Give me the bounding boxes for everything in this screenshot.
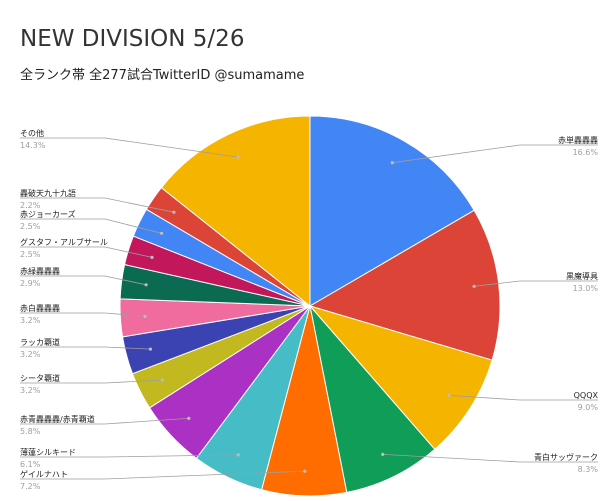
slice-percent: 8.3%	[578, 465, 599, 474]
leader-dot	[143, 314, 147, 318]
leader-dot	[150, 255, 154, 259]
leader-dot	[472, 284, 476, 288]
leader-line	[20, 312, 146, 317]
leader-line	[20, 137, 239, 158]
slice-percent: 16.6%	[573, 148, 599, 157]
leader-line	[20, 218, 162, 234]
leader-dot	[236, 453, 240, 457]
slice-percent: 2.9%	[20, 279, 41, 288]
slice-label: グスタフ・アルブサール	[20, 237, 108, 247]
pie-slice	[160, 115, 311, 308]
leader-dot	[160, 378, 164, 382]
leader-dot	[303, 469, 307, 473]
leader-line	[20, 246, 153, 258]
slice-percent: 2.5%	[20, 222, 41, 231]
slice-label: 青白サッヴァーク	[534, 452, 598, 462]
slice-percent: 6.1%	[20, 460, 41, 469]
leader-dot	[381, 452, 385, 456]
slice-label: 黒魔導具	[566, 271, 598, 281]
leader-dot	[187, 416, 191, 420]
leader-dot	[148, 347, 152, 351]
leader-line	[20, 275, 147, 286]
slice-percent: 13.0%	[573, 284, 599, 293]
slice-percent: 9.0%	[578, 403, 599, 412]
slice-label: QQQX	[574, 391, 599, 400]
chart-title: NEW DIVISION 5/26	[20, 26, 245, 52]
leader-line	[20, 197, 174, 213]
pie-slice	[309, 115, 475, 307]
slice-percent: 3.2%	[20, 386, 41, 395]
slice-percent: 3.2%	[20, 316, 41, 325]
leader-line	[20, 418, 189, 425]
leader-line	[448, 395, 598, 401]
leader-line	[20, 379, 163, 384]
leader-line	[392, 144, 598, 164]
slice-label: ゲイルナハト	[20, 469, 68, 479]
slice-label: 赤緑轟轟轟	[20, 266, 60, 276]
slice-label: 轟破天九十九語	[20, 188, 76, 198]
slice-percent: 2.5%	[20, 250, 41, 259]
leader-line	[382, 454, 598, 463]
pie-slice	[308, 305, 493, 451]
leader-dot	[390, 161, 394, 165]
slice-percent: 7.2%	[20, 482, 41, 491]
leader-dot	[447, 393, 451, 397]
slice-percent: 2.2%	[20, 201, 41, 210]
slice-label: 赤青轟轟轟/赤青覇道	[20, 414, 95, 424]
leader-line	[474, 280, 598, 287]
slice-label: その他	[20, 128, 44, 138]
slice-percent: 5.8%	[20, 427, 41, 436]
slice-label: ラッカ覇道	[20, 337, 60, 347]
slice-percent: 14.3%	[20, 141, 46, 150]
slice-label: 赤ジョーカーズ	[20, 209, 76, 219]
leader-dot	[172, 210, 176, 214]
leader-dot	[160, 231, 164, 235]
leader-dot	[236, 155, 240, 159]
leader-line	[20, 470, 305, 480]
slice-label: 赤単轟轟轟	[558, 135, 598, 145]
slice-percent: 3.2%	[20, 350, 41, 359]
leader-line	[20, 346, 151, 350]
slice-label: 薄蓮シルキード	[20, 447, 76, 457]
leader-line	[20, 454, 239, 458]
slice-label: 赤白轟轟轟	[20, 303, 60, 313]
leader-dot	[144, 283, 148, 287]
pie-slice	[309, 304, 436, 493]
slice-label: シータ覇道	[20, 373, 60, 383]
chart-subtitle: 全ランク帯 全277試合TwitterID @sumamame	[20, 68, 305, 83]
